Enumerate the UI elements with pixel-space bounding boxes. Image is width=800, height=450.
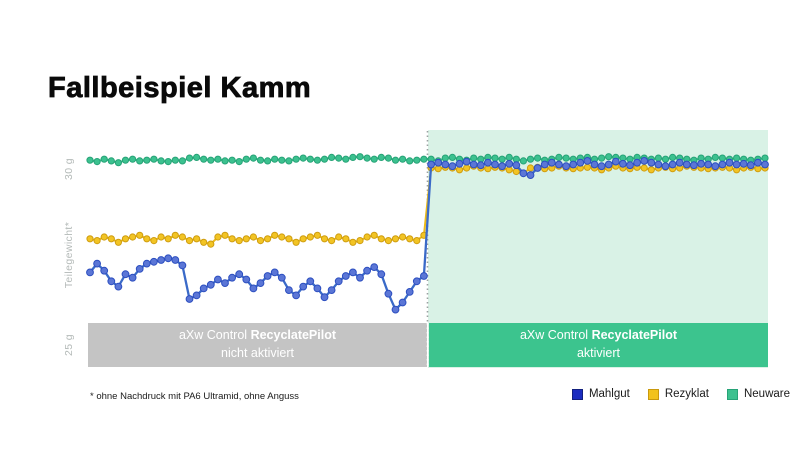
band-activated: aXw Control RecyclatePilot aktiviert [429,323,768,367]
legend-item-mahlgut: Mahlgut [571,388,630,400]
y-tick-30g: 30 g [63,157,75,181]
band-not-activated-line2: nicht aktiviert [221,346,294,361]
legend-label-neuware: Neuware [743,388,790,400]
band-activated-line2: aktiviert [576,346,621,361]
footnote: * ohne Nachdruck mit PA6 Ultramid, ohne … [90,391,299,402]
legend-label-mahlgut: Mahlgut [588,388,630,400]
legend-item-rezyklat: Rezyklat [647,388,709,400]
band-activated-line1: aXw Control RecyclatePilot [519,328,678,342]
legend-label-rezyklat: Rezyklat [664,388,709,400]
neuware-swatch-icon [726,388,738,400]
legend: Mahlgut Rezyklat Neuware [571,388,790,400]
y-axis-label: Teilegewicht* [63,221,75,289]
mahlgut-swatch-icon [571,388,583,400]
legend-item-neuware: Neuware [726,388,790,400]
band-not-activated-line1: aXw Control RecyclatePilot [178,328,337,342]
page-title: Fallbeispiel Kamm [48,72,312,105]
y-tick-25g: 25 g [63,333,75,357]
band-not-activated: aXw Control RecyclatePilot nicht aktivier… [88,323,427,367]
rezyklat-swatch-icon [647,388,659,400]
